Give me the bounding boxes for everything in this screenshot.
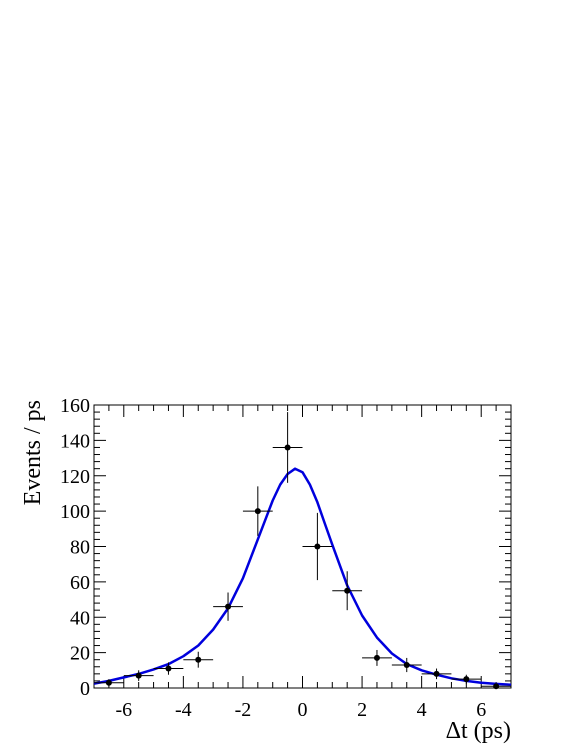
- x-tick-label: 0: [298, 699, 308, 721]
- y-axis-title: Events / ps: [20, 400, 46, 505]
- data-marker: [314, 543, 321, 550]
- data-point: [183, 651, 214, 668]
- data-point: [451, 674, 482, 684]
- data-marker: [433, 670, 440, 677]
- data-marker: [344, 587, 351, 594]
- x-tick-label: 6: [476, 699, 486, 721]
- data-marker: [225, 603, 232, 610]
- data-point: [421, 668, 452, 680]
- data-marker: [165, 665, 172, 672]
- data-marker: [284, 444, 291, 451]
- x-tick-label: 2: [357, 699, 367, 721]
- axis-ticks: [93, 404, 512, 689]
- data-marker: [373, 654, 380, 661]
- data-marker: [254, 508, 261, 515]
- data-point: [302, 512, 333, 581]
- y-tick-label: 20: [70, 643, 90, 665]
- data-point: [94, 679, 124, 687]
- x-tick-label: -2: [235, 699, 252, 721]
- x-tick-label: -6: [115, 699, 132, 721]
- data-marker: [105, 679, 112, 686]
- data-point: [153, 662, 184, 675]
- fit-curve-layer: [93, 467, 512, 687]
- data-marker: [195, 656, 202, 663]
- x-axis-title: Δt (ps): [446, 718, 511, 744]
- data-marker: [463, 676, 470, 683]
- x-tick-label: -4: [175, 699, 192, 721]
- y-tick-label: 80: [70, 537, 90, 559]
- x-tick-label: 4: [417, 699, 427, 721]
- y-tick-label: 100: [60, 501, 90, 523]
- y-tick-label: 0: [80, 678, 90, 700]
- data-point: [213, 592, 243, 621]
- fit-curve-line: [93, 467, 512, 687]
- data-points-layer: [94, 412, 511, 690]
- y-tick-label: 140: [60, 430, 90, 452]
- data-point: [242, 486, 273, 536]
- data-marker: [135, 672, 142, 679]
- data-marker: [403, 662, 410, 669]
- data-point: [332, 571, 363, 611]
- data-point: [391, 657, 422, 673]
- data-marker: [493, 683, 500, 690]
- y-tick-label: 40: [70, 607, 90, 629]
- data-point: [481, 683, 511, 690]
- data-point: [272, 412, 303, 483]
- data-point: [362, 649, 392, 666]
- data-point: [123, 670, 154, 681]
- y-tick-label: 160: [60, 395, 90, 417]
- y-tick-label: 120: [60, 466, 90, 488]
- y-tick-label: 60: [70, 572, 90, 594]
